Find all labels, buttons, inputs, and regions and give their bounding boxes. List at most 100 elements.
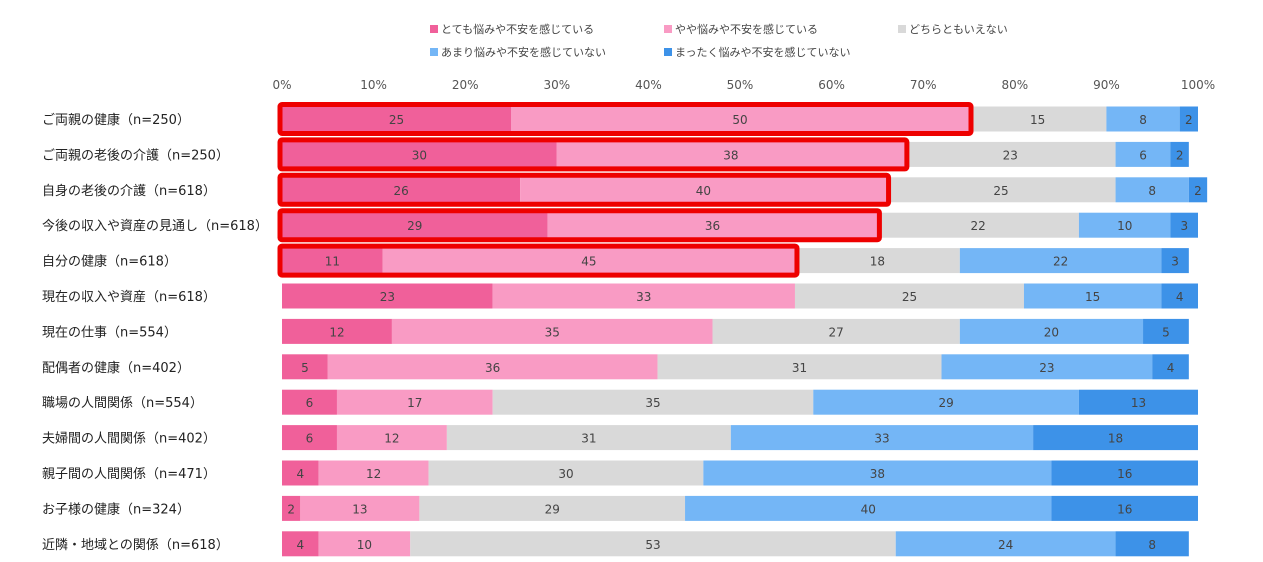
data-label: 3 [1180, 219, 1188, 233]
data-label: 40 [696, 184, 711, 198]
bar-segment [1115, 531, 1189, 557]
data-label: 45 [581, 255, 596, 269]
bar-segment [282, 106, 511, 132]
data-label: 4 [1176, 290, 1184, 304]
data-label: 23 [380, 290, 395, 304]
data-label: 12 [366, 467, 381, 481]
bar-segment [703, 460, 1052, 486]
bar-segment [410, 531, 896, 557]
bar-segment [877, 212, 1079, 238]
data-label: 29 [938, 396, 953, 410]
legend-swatch [664, 48, 672, 56]
data-label: 31 [792, 361, 807, 375]
legend-swatch [898, 25, 906, 33]
bar-segment [794, 248, 960, 274]
x-tick-label: 70% [910, 78, 937, 92]
data-label: 38 [870, 467, 885, 481]
bar-segment [1106, 106, 1180, 132]
data-label: 15 [1085, 290, 1100, 304]
highlight-box [277, 102, 974, 136]
data-label: 33 [874, 432, 889, 446]
legend-item: とても悩みや不安を感じている [430, 21, 594, 37]
data-label: 13 [1131, 396, 1146, 410]
data-label: 33 [636, 290, 651, 304]
data-label: 30 [412, 148, 427, 162]
x-tick-label: 20% [452, 78, 479, 92]
data-label: 4 [1167, 361, 1175, 375]
category-label: 現在の仕事（n=554） [42, 325, 177, 340]
data-label: 5 [301, 361, 309, 375]
bar-segment [282, 318, 392, 344]
bar-segment [730, 425, 1034, 451]
data-label: 20 [1044, 325, 1059, 339]
data-label: 53 [645, 538, 660, 552]
bar-segment [282, 389, 337, 415]
bar-segment [318, 531, 411, 557]
bar-segment [1179, 106, 1198, 132]
highlight-box [277, 172, 892, 207]
bar-segment [895, 531, 1116, 557]
data-label: 24 [998, 538, 1013, 552]
data-label: 22 [971, 219, 986, 233]
x-tick-label: 80% [1001, 78, 1028, 92]
bar-segment [904, 141, 1116, 167]
bar-segment [446, 425, 731, 451]
data-label: 25 [902, 290, 917, 304]
bar-segment [1051, 495, 1198, 521]
data-label: 26 [393, 184, 408, 198]
data-label: 40 [861, 502, 876, 516]
category-label: お子様の健康（n=324） [42, 501, 190, 517]
data-label: 3 [1171, 255, 1179, 269]
data-label: 2 [1194, 184, 1202, 198]
data-label: 25 [993, 184, 1008, 198]
data-label: 31 [581, 432, 596, 446]
category-label: 近隣・地域との関係（n=618） [42, 537, 229, 553]
bar-segment [685, 495, 1052, 521]
data-label: 22 [1053, 255, 1068, 269]
category-label: 今後の収入や資産の見通し（n=618） [42, 218, 268, 234]
bar-segment [336, 389, 493, 415]
data-label: 5 [1162, 325, 1170, 339]
bar-segment [1078, 389, 1198, 415]
data-label: 18 [870, 255, 885, 269]
data-label: 35 [645, 396, 660, 410]
legend-label: どちらともいえない [909, 23, 1008, 36]
data-label: 25 [389, 113, 404, 127]
bar-segment [1143, 318, 1189, 344]
bar-segment [1115, 177, 1189, 203]
highlight-box [277, 243, 800, 278]
x-tick-label: 60% [818, 78, 845, 92]
bar-segment [428, 460, 704, 486]
legend-label: あまり悩みや不安を感じていない [441, 46, 606, 59]
data-label: 38 [723, 148, 738, 162]
data-label: 2 [287, 502, 295, 516]
bar-segment [336, 425, 447, 451]
data-label: 18 [1108, 432, 1123, 446]
bar-segment [419, 495, 686, 521]
legend-item: どちらともいえない [898, 21, 1008, 37]
legend-swatch [430, 25, 438, 33]
bar-segment [1078, 212, 1171, 238]
x-tick-label: 30% [543, 78, 570, 92]
data-label: 29 [545, 502, 560, 516]
bar-segment [794, 283, 1024, 309]
data-label: 13 [352, 502, 367, 516]
data-label: 12 [384, 432, 399, 446]
bar-segment [1161, 283, 1198, 309]
bar-segment [547, 212, 878, 238]
bar-segment [959, 318, 1144, 344]
legend-label: とても悩みや不安を感じている [441, 23, 595, 36]
data-label: 12 [329, 325, 344, 339]
x-tick-label: 50% [727, 78, 754, 92]
bar-segment [941, 354, 1153, 380]
bar-segment [492, 389, 814, 415]
x-tick-label: 40% [635, 78, 662, 92]
bar-segment [969, 106, 1107, 132]
category-label: 職場の人間関係（n=554） [42, 396, 203, 411]
category-label: 親子間の人間関係（n=471） [42, 467, 216, 482]
category-label: ご両親の老後の介護（n=250） [42, 147, 229, 163]
bar-segment [959, 248, 1162, 274]
bar-segment [282, 177, 521, 203]
data-label: 6 [1139, 148, 1147, 162]
